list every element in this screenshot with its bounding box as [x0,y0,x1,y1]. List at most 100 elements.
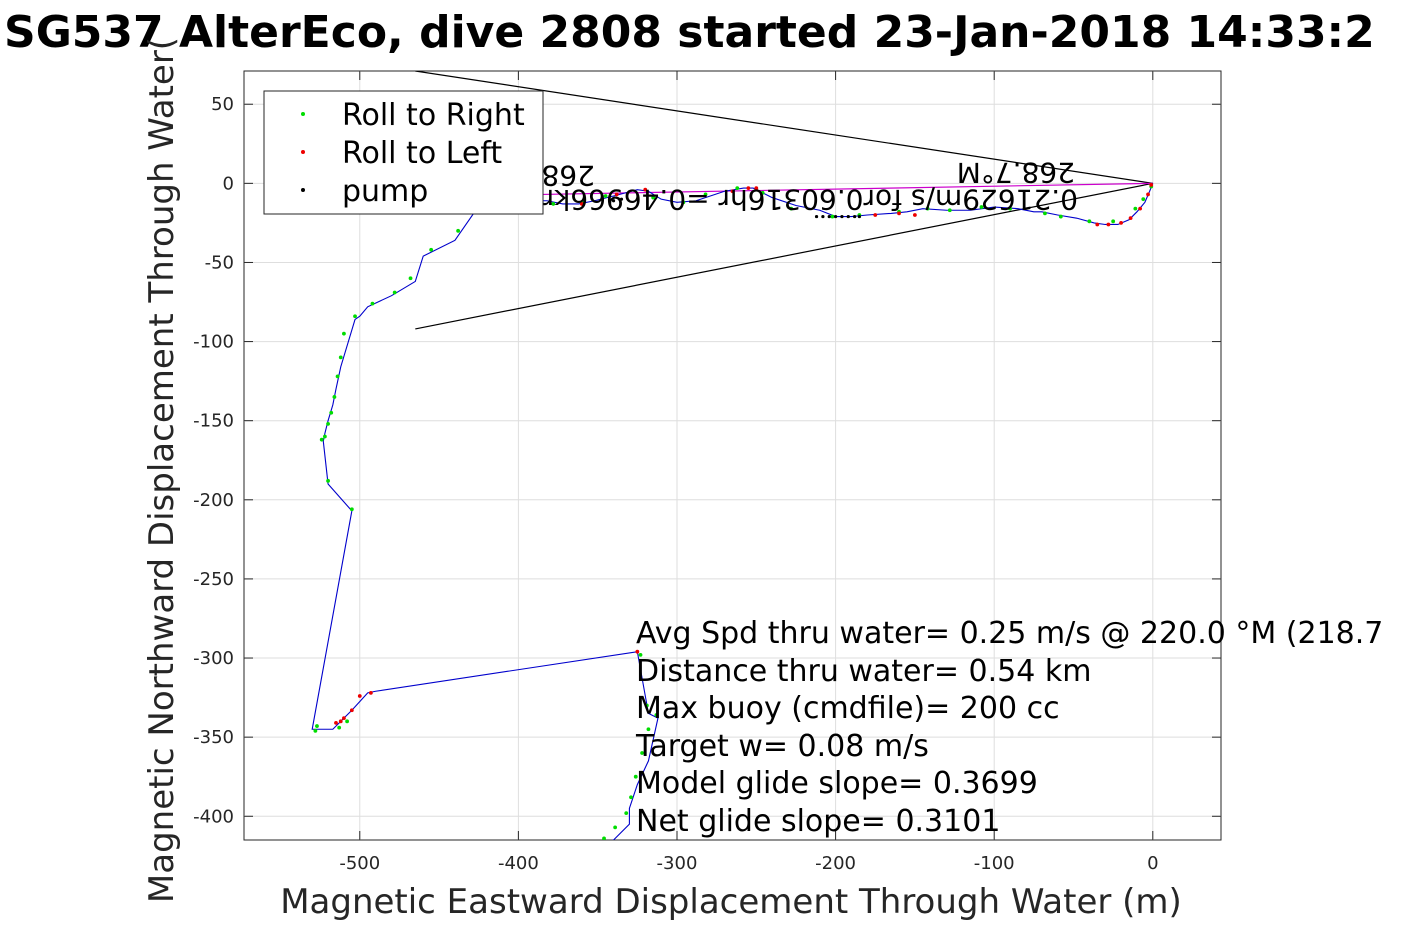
roll-left-point [754,186,759,190]
roll-left-point [635,649,640,654]
pump-points [611,197,861,219]
roll-right-point [646,727,651,732]
roll-left-point [357,694,362,698]
y-tick-label: -50 [205,252,234,273]
roll-right-point [925,206,930,211]
dive-statistics: Avg Spd thru water= 0.25 m/s @ 220.0 °M … [635,616,1383,839]
y-axis-label: Magnetic Northward Displacement Through … [142,37,182,903]
y-tick-label: -100 [193,332,234,353]
wedge-line [415,182,1153,330]
legend-box [263,90,544,215]
x-tick-label: 0 [1147,853,1158,874]
roll-left-point [1119,221,1123,225]
roll-right-point [613,825,618,830]
roll-right-point [1008,206,1012,211]
pump-point [619,197,624,201]
roll-left-point [1095,222,1100,227]
roll-right-point [408,276,413,281]
roll-right-point [735,186,740,190]
pump-point [827,214,831,219]
roll-right-point [947,208,952,213]
x-tick-label: -400 [498,853,539,874]
y-axis-ticks: 50 0 -50 -100 -150 -200 -250 -300 -350 -400 [193,94,1221,827]
annotation-distance: Distance thru water= 0.54 km [636,654,1091,689]
roll-right-point [551,202,556,206]
roll-left-points [334,183,1154,725]
roll-left-point [342,716,346,721]
roll-right-point [633,774,638,779]
pump-point [814,214,819,219]
roll-right-point [1058,214,1063,219]
chart-title: SG537 AlterEco, dive 2808 started 23-Jan… [4,7,1375,58]
pump-point [840,214,844,219]
roll-right-point [1087,219,1092,224]
roll-right-point [624,811,629,816]
pump-point [853,214,857,219]
roll-right-point [392,290,397,295]
x-tick-label: -300 [657,853,698,874]
roll-left-point [730,189,735,194]
legend: Roll to Right Roll to Left pump [263,90,544,215]
legend-label-roll-right: Roll to Right [342,98,525,133]
pump-point [611,199,616,203]
x-tick-label: -200 [815,853,856,874]
roll-left-point [873,213,878,217]
pump-point [821,214,825,219]
pump-point [833,214,838,219]
roll-left-point [1146,192,1150,197]
roll-right-point [760,190,765,195]
roll-left-point [1106,222,1111,227]
legend-marker-roll-right [301,112,305,116]
roll-left-point [349,708,354,713]
roll-right-point [1133,206,1138,211]
roll-left-point [912,213,917,217]
roll-right-point [335,374,340,379]
roll-right-point [602,836,606,840]
roll-right-point [326,478,330,483]
roll-right-point [370,301,375,306]
roll-right-point [654,713,659,717]
roll-right-point [681,200,686,205]
roll-right-point [337,725,342,730]
y-tick-label: -250 [193,569,234,590]
roll-right-point [703,192,708,197]
legend-marker-roll-left [301,150,305,154]
current-heading-label: 268.7°M [957,156,1075,189]
roll-left-point [1149,183,1154,187]
legend-label-roll-left: Roll to Left [342,136,502,171]
roll-right-point [638,652,643,657]
roll-right-point [789,206,794,211]
roll-left-point [368,690,373,695]
roll-right-point [651,195,656,200]
y-tick-label: 50 [211,94,234,115]
y-tick-label: -200 [193,490,234,511]
x-tick-label: -500 [339,853,380,874]
roll-left-point [338,719,343,724]
roll-right-point [644,703,649,708]
roll-left-point [746,186,751,190]
roll-right-point [345,719,349,724]
roll-right-point [353,314,357,319]
roll-left-point [1128,216,1133,221]
wedge-line [415,71,1153,184]
current-heading-label-2: 268 [542,159,595,192]
roll-right-point [315,724,319,728]
y-tick-label: -350 [193,727,234,748]
roll-right-point [629,795,633,800]
y-tick-label: 0 [223,173,234,194]
legend-label-pump: pump [342,174,428,209]
x-tick-label: -100 [974,853,1015,874]
roll-right-point [830,214,835,219]
annotation-max-buoy: Max buoy (cmdfile)= 200 cc [636,691,1060,726]
pump-point [846,214,850,219]
annotation-target-w: Target w= 0.08 m/s [635,729,929,764]
roll-right-point [603,194,608,198]
roll-right-point [338,355,343,360]
x-axis-ticks: -500 -400 -300 -200 -100 0 [339,71,1159,874]
roll-left-point [897,211,901,216]
roll-right-point [349,507,354,512]
y-tick-label: -400 [193,806,234,827]
roll-right-point [329,410,334,415]
roll-right-point [322,434,327,439]
roll-right-point [429,247,434,252]
